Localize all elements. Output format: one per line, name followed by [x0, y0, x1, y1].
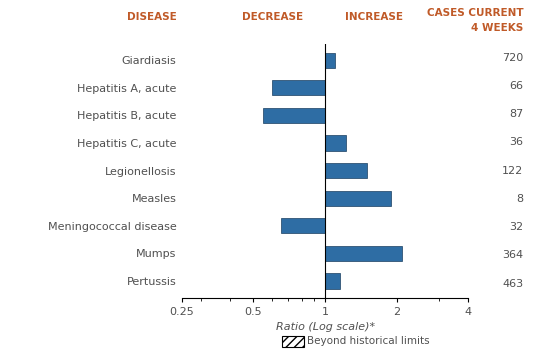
Bar	[272, 80, 325, 95]
Bar	[280, 218, 325, 233]
Text: 463: 463	[503, 278, 523, 289]
Text: 720: 720	[502, 53, 523, 63]
Text: INCREASE: INCREASE	[345, 12, 403, 22]
Bar	[325, 163, 367, 178]
Text: 32: 32	[509, 222, 523, 232]
Text: 4 WEEKS: 4 WEEKS	[471, 23, 523, 33]
Text: 66: 66	[510, 81, 523, 91]
Text: DISEASE: DISEASE	[127, 12, 176, 22]
Text: Beyond historical limits: Beyond historical limits	[307, 336, 430, 346]
Bar	[325, 191, 391, 206]
Bar	[325, 246, 402, 261]
Text: CASES CURRENT: CASES CURRENT	[427, 8, 523, 18]
Bar	[263, 108, 325, 123]
Text: 8: 8	[516, 194, 523, 204]
Bar	[325, 135, 345, 151]
Bar	[325, 53, 335, 68]
Text: DECREASE: DECREASE	[242, 12, 303, 22]
Text: 122: 122	[502, 166, 523, 176]
X-axis label: Ratio (Log scale)*: Ratio (Log scale)*	[276, 322, 375, 332]
Text: 364: 364	[503, 250, 523, 260]
Text: 87: 87	[509, 109, 523, 119]
Text: 36: 36	[510, 137, 523, 147]
Bar	[325, 273, 339, 289]
